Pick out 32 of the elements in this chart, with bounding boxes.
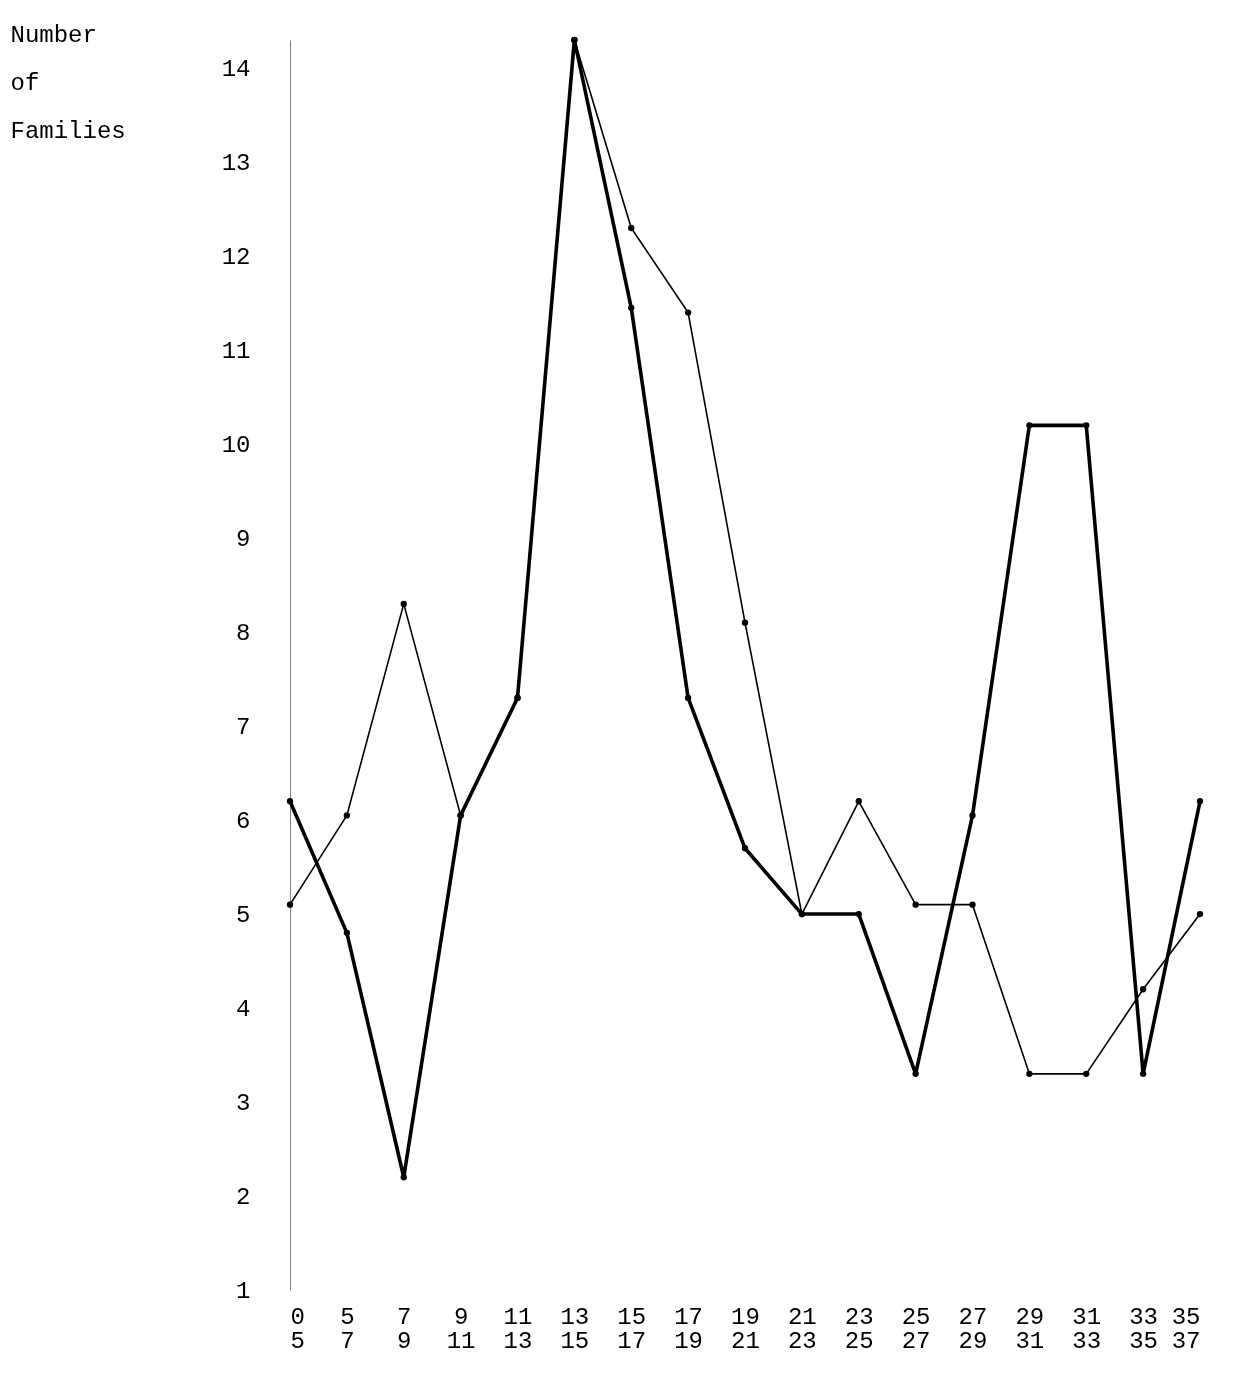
x-tick-label: 21 23 — [787, 1303, 817, 1355]
x-tick-label: 11 13 — [503, 1303, 533, 1355]
x-tick-label: 13 15 — [560, 1303, 590, 1355]
x-tick-label: 19 21 — [731, 1303, 760, 1355]
y-tick-label: 8 — [236, 619, 251, 647]
y-tick-label: 9 — [236, 525, 251, 553]
x-tick-label: 27 29 — [958, 1303, 988, 1355]
x-tick-label: 9 11 — [446, 1303, 476, 1355]
y-tick-label: 2 — [236, 1183, 251, 1211]
y-tick-label: 3 — [236, 1089, 251, 1117]
y-tick-label: 10 — [221, 431, 251, 459]
y-tick-label: 14 — [221, 55, 251, 83]
y-tick-label: 5 — [236, 901, 251, 929]
y-tick-label: 1 — [236, 1277, 251, 1305]
x-tick-label: 17 19 — [674, 1303, 704, 1355]
x-tick-label: 23 25 — [844, 1303, 874, 1355]
x-tick-label: 15 17 — [617, 1303, 647, 1355]
x-tick-label: 25 27 — [901, 1303, 931, 1355]
y-tick-label: 13 — [221, 149, 251, 177]
x-tick-label: 5 7 — [340, 1303, 355, 1355]
x-tick-label: 35 37 — [1171, 1303, 1201, 1355]
y-tick-label: 4 — [236, 995, 251, 1023]
y-tick-label: 6 — [236, 807, 251, 835]
x-tick-label: 29 31 — [1015, 1303, 1045, 1355]
y-tick-label: 7 — [236, 713, 251, 741]
y-tick-label: 11 — [221, 337, 251, 365]
x-tick-label: 33 35 — [1129, 1303, 1159, 1355]
x-tick-label: 31 33 — [1072, 1303, 1102, 1355]
x-tick-label: 0 5 — [290, 1303, 305, 1355]
y-tick-label: 12 — [221, 243, 251, 271]
x-tick-label: 7 9 — [397, 1303, 412, 1355]
y-axis-title: Number of Families — [10, 21, 126, 145]
